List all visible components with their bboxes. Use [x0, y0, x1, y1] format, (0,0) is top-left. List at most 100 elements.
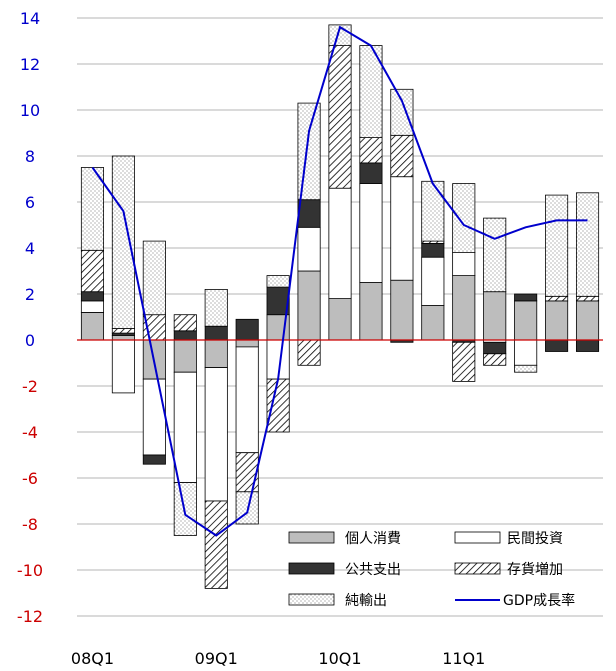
y-tick-label: 12: [20, 55, 40, 74]
bar-segment-inventory: [483, 353, 507, 366]
bar-segment-public: [421, 242, 445, 258]
bar-segment-consumption: [80, 311, 105, 341]
bar-segment-investment: [204, 367, 228, 502]
bar-series: [80, 24, 600, 589]
legend-swatch-net-exports: [288, 593, 335, 606]
bar-segment-inventory: [173, 314, 197, 332]
legend: 個人消費 民間投資 公共支出 存貨増加 純輸出 GDP成長率: [288, 531, 575, 609]
bar-segment-net_exports: [266, 275, 290, 288]
bar-segment-public: [80, 291, 105, 302]
bar-segment-consumption: [173, 339, 197, 373]
bar-segment-investment: [173, 371, 197, 484]
y-tick-label: 2: [25, 285, 35, 304]
x-tick-label: 08Q1: [71, 649, 114, 668]
bar-segment-consumption: [328, 298, 352, 341]
y-tick-label: 6: [25, 193, 35, 212]
bar-segment-investment: [235, 346, 259, 454]
legend-swatch-consumption: [288, 531, 335, 544]
bar-segment-net_exports: [514, 364, 538, 373]
legend-swatch-investment: [454, 531, 501, 544]
bar-segment-net_exports: [204, 288, 228, 327]
bar-segment-net_exports: [390, 88, 414, 136]
legend-swatch-inventory: [454, 562, 501, 575]
bar-segment-investment: [328, 187, 352, 299]
y-tick-label: -8: [22, 515, 38, 534]
bar-segment-public: [204, 325, 228, 341]
bar-segment-net_exports: [452, 183, 476, 254]
bar-segment-inventory: [359, 137, 383, 164]
y-tick-label: 0: [25, 331, 35, 350]
bar-segment-inventory: [575, 295, 600, 302]
y-tick-label: -4: [22, 423, 38, 442]
bar-segment-investment: [390, 176, 414, 281]
bar-segment-inventory: [235, 452, 259, 493]
y-tick-label: 4: [25, 239, 35, 258]
x-axis-labels: 08Q1 09Q1 10Q1 11Q1: [71, 649, 485, 668]
bar-segment-net_exports: [142, 240, 166, 316]
legend-swatch-public: [288, 562, 335, 575]
bar-segment-inventory: [266, 378, 290, 433]
bar-segment-investment: [421, 256, 445, 306]
bar-segment-consumption: [235, 339, 259, 348]
bar-segment-public: [514, 293, 538, 302]
y-tick-label: -2: [22, 377, 38, 396]
bar-segment-public: [297, 199, 321, 228]
bar-segment-public: [359, 162, 383, 184]
bar-segment-consumption: [514, 300, 538, 341]
y-tick-label: 14: [20, 9, 40, 28]
bar-segment-net_exports: [111, 155, 135, 329]
bar-segment-public: [142, 454, 166, 465]
bar-segment-inventory: [545, 295, 569, 302]
legend-label-public: 公共支出: [345, 562, 401, 578]
bar-segment-public: [483, 341, 507, 355]
bar-segment-public: [575, 339, 600, 352]
y-axis-ticks: -12 -10 -8 -6 -4 -2 0 2 4 6 8 10 12 14: [17, 9, 43, 626]
bar-segment-consumption: [575, 300, 600, 341]
bar-segment-inventory: [328, 45, 352, 189]
bar-segment-consumption: [297, 270, 321, 341]
bar-segment-inventory: [452, 341, 476, 382]
y-tick-label: -12: [17, 607, 43, 626]
bar-segment-net_exports: [173, 482, 197, 536]
bar-segment-consumption: [483, 291, 507, 341]
bar-segment-investment: [297, 226, 321, 272]
bar-segment-inventory: [111, 328, 135, 334]
gdp-line: [91, 25, 588, 537]
gdp-line-series: [91, 25, 588, 537]
bar-segment-investment: [111, 339, 135, 394]
bar-segment-net_exports: [575, 192, 600, 297]
bar-segment-consumption: [390, 279, 414, 341]
bar-segment-consumption: [359, 282, 383, 341]
legend-label-net-exports: 純輸出: [345, 593, 387, 609]
bar-segment-net_exports: [80, 167, 105, 251]
bar-segment-net_exports: [545, 194, 569, 297]
y-tick-label: -10: [17, 561, 43, 580]
bar-segment-public: [235, 318, 259, 341]
bar-segment-inventory: [80, 249, 105, 293]
bar-segment-investment: [514, 339, 538, 366]
legend-label-gdp: GDP成長率: [503, 592, 575, 609]
y-tick-label: -6: [22, 469, 38, 488]
x-tick-label: 10Q1: [318, 649, 361, 668]
y-tick-label: 8: [25, 147, 35, 166]
x-tick-label: 09Q1: [195, 649, 238, 668]
bar-segment-consumption: [111, 334, 135, 341]
bar-segment-net_exports: [421, 180, 445, 242]
bar-segment-net_exports: [297, 102, 321, 201]
x-tick-label: 11Q1: [442, 649, 485, 668]
bar-segment-net_exports: [483, 217, 507, 293]
bar-segment-public: [545, 339, 569, 352]
legend-label-inventory: 存貨増加: [507, 561, 563, 578]
bar-segment-consumption: [452, 275, 476, 341]
bar-segment-investment: [80, 300, 105, 313]
bar-segment-consumption: [545, 300, 569, 341]
bar-segment-consumption: [421, 305, 445, 341]
bar-segment-inventory: [390, 134, 414, 178]
bar-segment-investment: [359, 183, 383, 283]
legend-label-consumption: 個人消費: [345, 531, 401, 547]
bar-segment-investment: [142, 378, 166, 456]
y-tick-label: 10: [20, 101, 40, 120]
legend-label-investment: 民間投資: [507, 531, 563, 547]
